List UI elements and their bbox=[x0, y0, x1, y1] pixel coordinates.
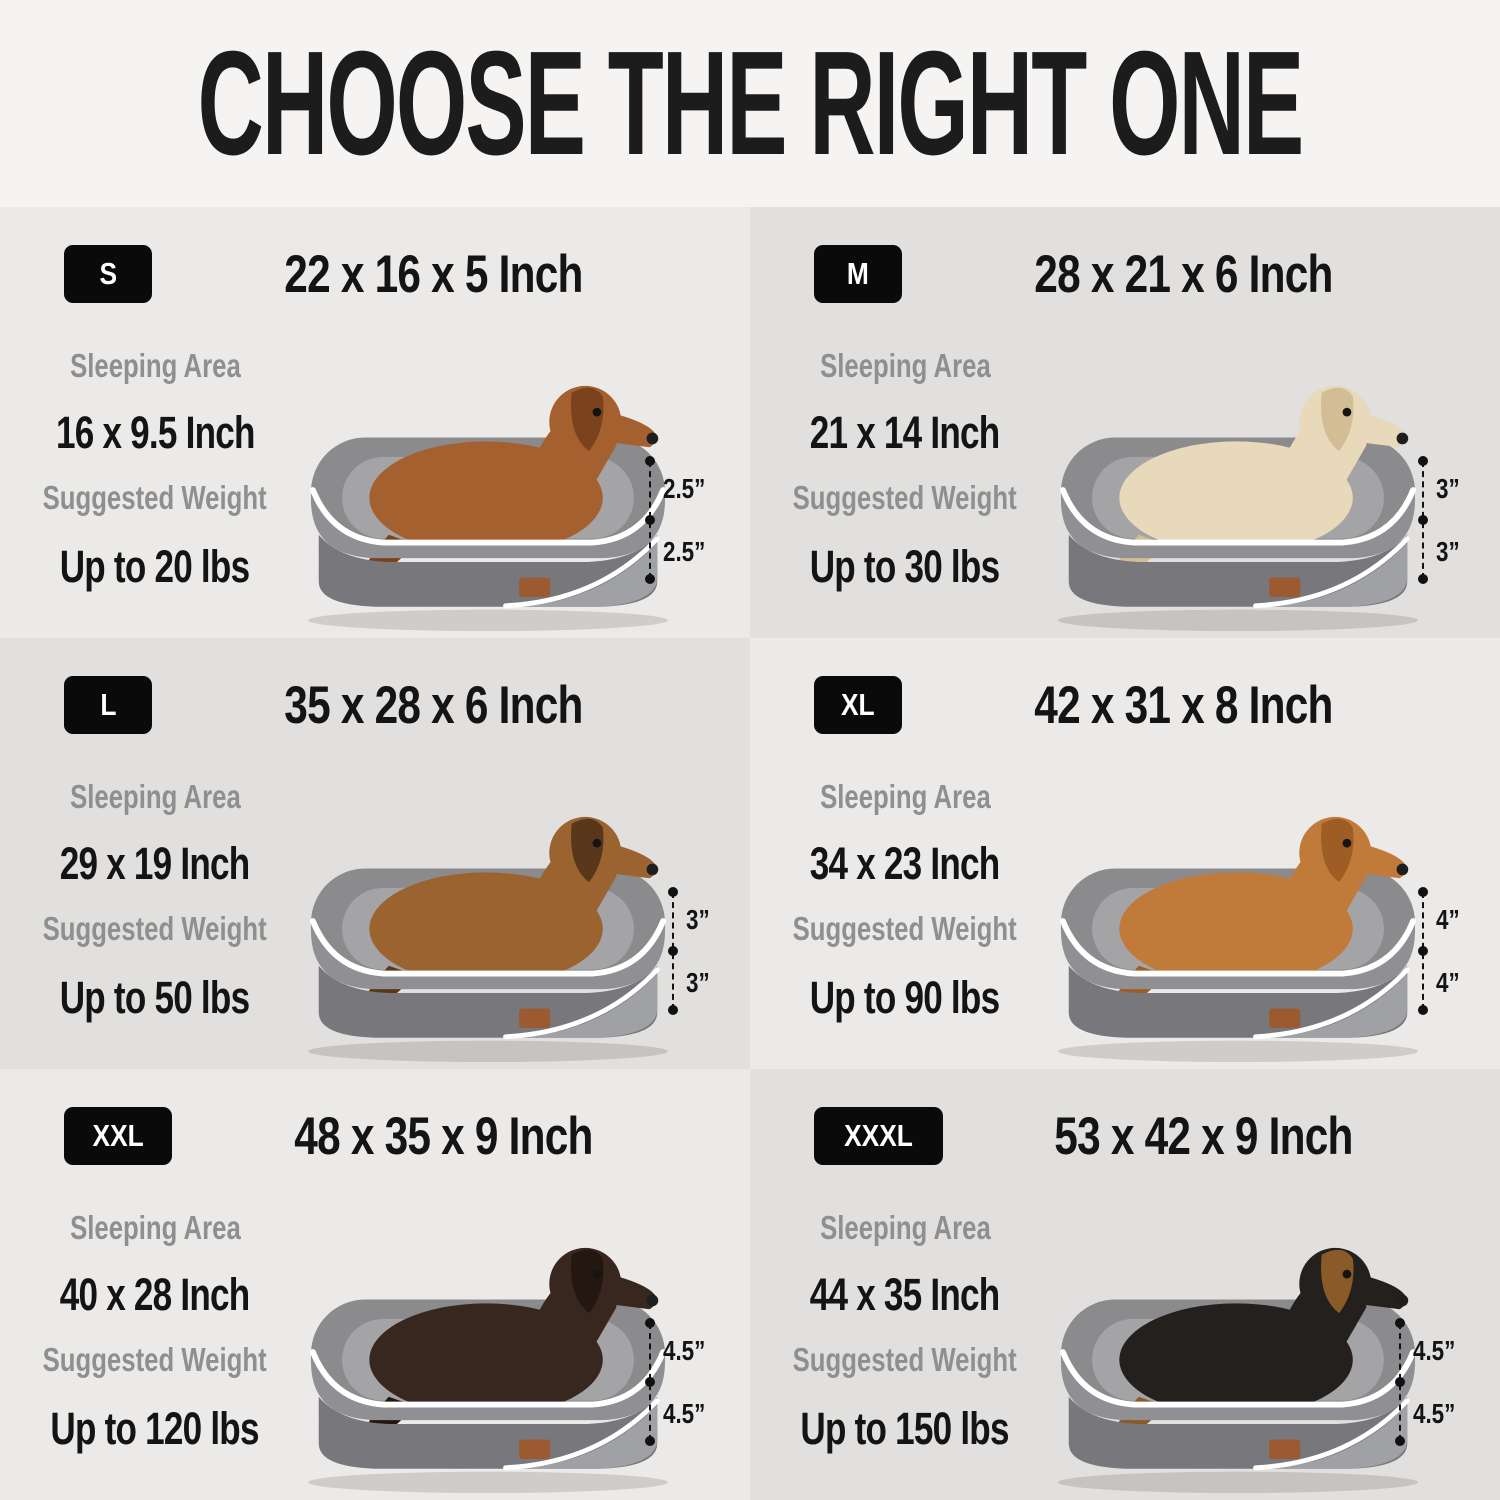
page-header: CHOOSE THE RIGHT ONE bbox=[0, 0, 1500, 207]
measure-top-label: 3” bbox=[1436, 472, 1461, 504]
panel-dimensions: 22 x 16 x 5 Inch bbox=[283, 244, 583, 304]
size-badge-s: S bbox=[64, 245, 152, 303]
suggested-weight-value: Up to 20 lbs bbox=[60, 541, 250, 592]
measure-bottom-label: 4” bbox=[1436, 966, 1461, 998]
sleeping-area-label: Sleeping Area bbox=[69, 1209, 241, 1246]
page-title: CHOOSE THE RIGHT ONE bbox=[197, 20, 1305, 186]
panel-dimensions: 53 x 42 x 9 Inch bbox=[1054, 1106, 1353, 1166]
measure-top-label: 3” bbox=[686, 903, 711, 935]
sleeping-area-label: Sleeping Area bbox=[819, 778, 991, 815]
panel-dimensions: 48 x 35 x 9 Inch bbox=[293, 1106, 593, 1166]
size-panel-s: S 22 x 16 x 5 Inch Sleeping Area 16 x 9.… bbox=[0, 207, 750, 638]
measure-top-label: 2.5” bbox=[663, 472, 706, 504]
measure-top-label: 4.5” bbox=[1413, 1334, 1456, 1366]
measure-dotted-line bbox=[1417, 887, 1428, 1015]
size-panel-l: L 35 x 28 x 6 Inch Sleeping Area 29 x 19… bbox=[0, 638, 750, 1069]
panel-dimensions: 42 x 31 x 8 Inch bbox=[1033, 675, 1333, 735]
panel-info: Sleeping Area 44 x 35 Inch Suggested Wei… bbox=[750, 1209, 1060, 1455]
measure-dotted-line bbox=[644, 456, 655, 584]
size-panel-grid: S 22 x 16 x 5 Inch Sleeping Area 16 x 9.… bbox=[0, 207, 1500, 1500]
sleeping-area-label: Sleeping Area bbox=[69, 778, 241, 815]
size-badge-xxxl: XXXL bbox=[814, 1107, 943, 1165]
sleeping-area-label: Sleeping Area bbox=[819, 1209, 991, 1246]
measure-top-label: 4.5” bbox=[663, 1334, 706, 1366]
measure-dotted-line bbox=[1394, 1318, 1405, 1446]
panel-info: Sleeping Area 34 x 23 Inch Suggested Wei… bbox=[750, 778, 1060, 1024]
size-panel-xl: XL 42 x 31 x 8 Inch Sleeping Area 34 x 2… bbox=[750, 638, 1500, 1069]
dog-bed-image-doberman bbox=[1024, 1206, 1452, 1498]
panel-info: Sleeping Area 40 x 28 Inch Suggested Wei… bbox=[0, 1209, 310, 1455]
measure-dotted-line bbox=[1417, 456, 1428, 584]
size-panel-xxxl: XXXL 53 x 42 x 9 Inch Sleeping Area 44 x… bbox=[750, 1069, 1500, 1500]
panel-header: XXL 48 x 35 x 9 Inch bbox=[0, 1105, 750, 1167]
measure-bottom-label: 3” bbox=[686, 966, 711, 998]
suggested-weight-label: Suggested Weight bbox=[42, 910, 268, 947]
suggested-weight-value: Up to 120 lbs bbox=[50, 1403, 260, 1454]
measure-bottom-label: 4.5” bbox=[1413, 1397, 1456, 1429]
size-panel-m: M 28 x 21 x 6 Inch Sleeping Area 21 x 14… bbox=[750, 207, 1500, 638]
suggested-weight-label: Suggested Weight bbox=[42, 1341, 268, 1378]
sleeping-area-value: 16 x 9.5 Inch bbox=[55, 407, 255, 458]
height-measure: 4.5” 4.5” bbox=[644, 1318, 716, 1446]
height-measure: 4.5” 4.5” bbox=[1394, 1318, 1466, 1446]
dog-bed-image-dachshund bbox=[274, 344, 702, 636]
sleeping-area-value: 34 x 23 Inch bbox=[810, 838, 1000, 889]
size-badge-l: L bbox=[64, 676, 152, 734]
size-badge-label: XL bbox=[841, 687, 875, 722]
panel-header: S 22 x 16 x 5 Inch bbox=[0, 243, 750, 305]
sleeping-area-value: 40 x 28 Inch bbox=[60, 1269, 250, 1320]
measure-top-label: 4” bbox=[1436, 903, 1461, 935]
sleeping-area-value: 44 x 35 Inch bbox=[810, 1269, 1000, 1320]
size-badge-xl: XL bbox=[814, 676, 902, 734]
size-badge-label: XXL bbox=[92, 1118, 144, 1153]
measure-dotted-line bbox=[667, 887, 678, 1015]
measure-dotted-line bbox=[644, 1318, 655, 1446]
height-measure: 3” 3” bbox=[1417, 456, 1466, 584]
size-panel-xxl: XXL 48 x 35 x 9 Inch Sleeping Area 40 x … bbox=[0, 1069, 750, 1500]
suggested-weight-value: Up to 150 lbs bbox=[800, 1403, 1010, 1454]
suggested-weight-value: Up to 90 lbs bbox=[810, 972, 1000, 1023]
size-badge-label: S bbox=[99, 256, 117, 291]
sleeping-area-label: Sleeping Area bbox=[819, 347, 991, 384]
size-badge-xxl: XXL bbox=[64, 1107, 173, 1165]
suggested-weight-label: Suggested Weight bbox=[42, 479, 268, 516]
height-measure: 4” 4” bbox=[1417, 887, 1466, 1015]
measure-bottom-label: 3” bbox=[1436, 535, 1461, 567]
sleeping-area-label: Sleeping Area bbox=[69, 347, 241, 384]
height-measure: 3” 3” bbox=[667, 887, 716, 1015]
panel-info: Sleeping Area 21 x 14 Inch Suggested Wei… bbox=[750, 347, 1060, 593]
size-badge-label: L bbox=[99, 687, 117, 722]
panel-dimensions: 35 x 28 x 6 Inch bbox=[283, 675, 583, 735]
sleeping-area-value: 29 x 19 Inch bbox=[60, 838, 250, 889]
dog-bed-image-golden-retriever bbox=[1024, 775, 1452, 1067]
size-badge-label: XXXL bbox=[844, 1118, 913, 1153]
measure-bottom-label: 2.5” bbox=[663, 535, 706, 567]
dog-bed-image-maltipoo bbox=[1024, 344, 1452, 636]
height-measure: 2.5” 2.5” bbox=[644, 456, 716, 584]
panel-header: M 28 x 21 x 6 Inch bbox=[750, 243, 1500, 305]
panel-info: Sleeping Area 16 x 9.5 Inch Suggested We… bbox=[0, 347, 310, 593]
panel-header: XL 42 x 31 x 8 Inch bbox=[750, 674, 1500, 736]
dog-bed-image-newfoundland bbox=[274, 1206, 702, 1498]
panel-header: XXXL 53 x 42 x 9 Inch bbox=[750, 1105, 1500, 1167]
dog-bed-image-beagle bbox=[274, 775, 702, 1067]
size-badge-label: M bbox=[847, 256, 869, 291]
suggested-weight-label: Suggested Weight bbox=[792, 910, 1018, 947]
panel-dimensions: 28 x 21 x 6 Inch bbox=[1033, 244, 1333, 304]
panel-info: Sleeping Area 29 x 19 Inch Suggested Wei… bbox=[0, 778, 310, 1024]
panel-header: L 35 x 28 x 6 Inch bbox=[0, 674, 750, 736]
suggested-weight-value: Up to 30 lbs bbox=[810, 541, 1000, 592]
suggested-weight-value: Up to 50 lbs bbox=[60, 972, 250, 1023]
sleeping-area-value: 21 x 14 Inch bbox=[810, 407, 1000, 458]
suggested-weight-label: Suggested Weight bbox=[792, 479, 1018, 516]
measure-bottom-label: 4.5” bbox=[663, 1397, 706, 1429]
size-badge-m: M bbox=[814, 245, 902, 303]
suggested-weight-label: Suggested Weight bbox=[792, 1341, 1018, 1378]
